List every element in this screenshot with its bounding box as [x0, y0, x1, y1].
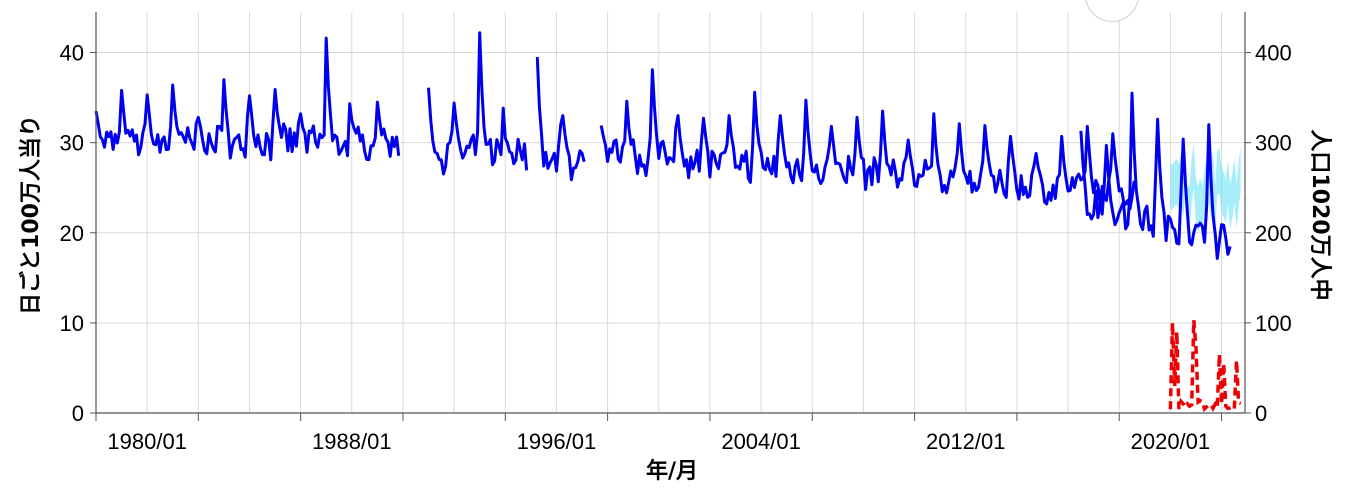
- x-tick-label: 1996/01: [517, 429, 597, 454]
- y-right-tick-label: 300: [1255, 131, 1292, 156]
- y-right-tick-label: 200: [1255, 221, 1292, 246]
- y-left-tick-label: 0: [72, 401, 84, 426]
- tick-labels: 1980/01 1988/01 1996/01 2004/01 2012/01 2020/…: [60, 41, 1292, 454]
- series-lines: [94, 31, 1242, 413]
- x-tick-label: 2012/01: [926, 429, 1006, 454]
- y-left-tick-label: 40: [60, 41, 84, 66]
- y-right-tick-label: 100: [1255, 311, 1292, 336]
- y-right-tick-label: 0: [1255, 401, 1267, 426]
- y-left-tick-label: 30: [60, 131, 84, 156]
- series-line-segment: [427, 31, 529, 176]
- y-left-tick-label: 20: [60, 221, 84, 246]
- y-right-tick-label: 400: [1255, 41, 1292, 66]
- vertical-gridlines: [95, 12, 1223, 413]
- series-line-segment: [94, 36, 401, 162]
- y-axis-left-title: 日ごと100万人当り: [18, 115, 44, 315]
- series-line-segment: [1079, 91, 1232, 260]
- x-tick-label: 1980/01: [107, 429, 187, 454]
- x-tick-label: 2004/01: [721, 429, 801, 454]
- horizontal-gridlines: [96, 52, 1245, 414]
- series-line-segment: [599, 68, 1136, 211]
- series-line-segment: [535, 57, 586, 182]
- x-tick-label: 1988/01: [312, 429, 392, 454]
- y-left-tick-label: 10: [60, 311, 84, 336]
- x-axis-title: 年/月: [646, 458, 698, 484]
- y-axis-right-title: 人口1020万人中: [1307, 129, 1332, 300]
- x-tick-label: 2020/01: [1131, 429, 1211, 454]
- axes: [90, 12, 1251, 421]
- covid-series-line: [1168, 320, 1242, 413]
